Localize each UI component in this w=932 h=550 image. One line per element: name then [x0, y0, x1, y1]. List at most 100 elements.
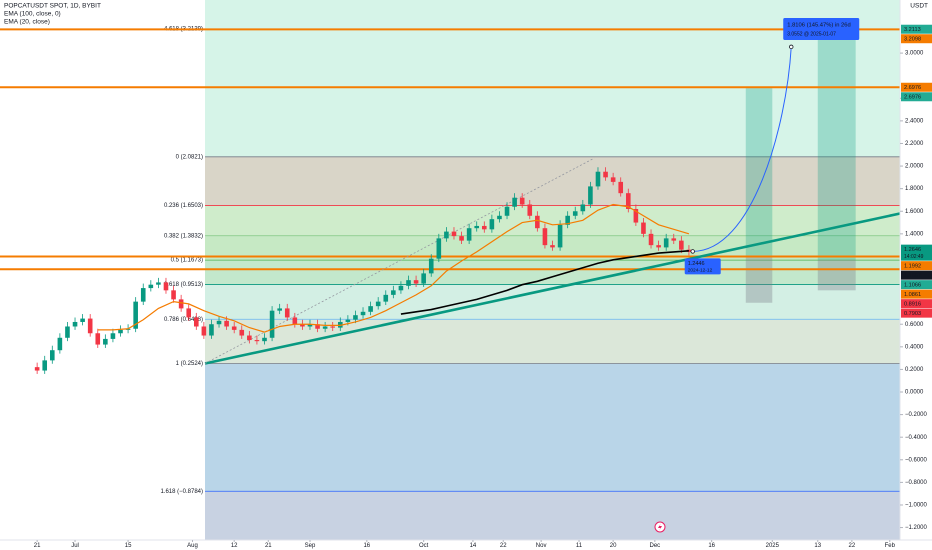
candle-body: [625, 193, 631, 209]
candle-body: [406, 280, 411, 286]
fib-label: 0.618 (0.9513): [164, 282, 203, 288]
candle-body: [519, 197, 525, 205]
candle-body: [284, 308, 290, 318]
candle-body: [383, 294, 389, 302]
candle-body: [345, 319, 351, 322]
candle-body: [300, 324, 305, 327]
candle-body: [489, 219, 495, 230]
legend-entry: EMA (20, close): [4, 19, 50, 26]
candle-body: [633, 208, 639, 223]
x-tick-label: 15: [125, 543, 132, 549]
candle-body: [535, 215, 540, 229]
candle-body: [588, 186, 593, 205]
candle-body: [360, 311, 366, 316]
y-tick-label: 2.4000: [905, 118, 924, 124]
candle-body: [140, 288, 146, 302]
fib-label: 1.618 (−0.8784): [160, 489, 203, 495]
candle-body: [201, 326, 207, 336]
chart-title: POPCATUSDT SPOT, 1D, BYBIT: [4, 3, 101, 10]
x-tick-label: 16: [708, 543, 715, 549]
candle-body: [595, 171, 601, 187]
y-tick-label: 1.4000: [905, 231, 924, 237]
event-icon[interactable]: [654, 521, 666, 533]
fib-label: 0 (2.0821): [176, 154, 203, 160]
y-tick-label: 2.0000: [905, 164, 924, 170]
candle-body: [542, 228, 548, 246]
candle-body: [557, 224, 563, 248]
candle-body: [444, 231, 449, 239]
candle-body: [398, 285, 404, 291]
x-tick-label: Aug: [187, 543, 198, 549]
candle-body: [178, 299, 184, 309]
candle-body: [656, 245, 661, 248]
candle-body: [353, 315, 358, 320]
candle-body: [247, 335, 252, 341]
candle-body: [474, 225, 480, 229]
x-tick-label: 21: [34, 543, 41, 549]
y-tick-label: −0.8000: [905, 480, 928, 486]
event-bolt[interactable]: [658, 523, 662, 531]
y-tick-label: −1.0000: [905, 503, 928, 509]
x-tick-label: Jul: [71, 543, 79, 549]
x-tick-label: 2025: [766, 543, 780, 549]
price-tag: [901, 270, 932, 280]
x-tick-label: 20: [610, 543, 617, 549]
candle-body: [239, 329, 245, 336]
price-tag-label: 2.6976: [904, 85, 921, 91]
candle-body: [209, 324, 214, 336]
y-tick-label: −1.2000: [905, 525, 928, 531]
price-tag-label: 3.2113: [904, 27, 921, 33]
x-tick-label: 11: [576, 543, 583, 549]
candle-body: [671, 238, 677, 241]
candle-body: [87, 318, 93, 334]
x-tick-label: Dec: [649, 543, 660, 549]
fib-label: 0.5 (1.1673): [171, 258, 203, 264]
candle-body: [224, 320, 229, 327]
fib-zone: [205, 491, 901, 540]
candle-body: [292, 317, 298, 325]
legend-entry: EMA (100, close, 0): [4, 11, 61, 18]
candle-body: [512, 197, 517, 207]
candle-body: [148, 284, 154, 289]
candle-body: [451, 231, 457, 237]
y-tick-label: 2.2000: [905, 141, 924, 147]
candle-body: [269, 310, 275, 338]
candle-body: [413, 280, 419, 284]
fib-label: 0.236 (1.6503): [164, 203, 203, 209]
fib-label: 0.786 (0.6438): [164, 317, 203, 323]
price-tag: [901, 82, 932, 92]
price-tag-label: 2.6976: [904, 94, 921, 100]
candle-body: [603, 171, 608, 178]
candle-body: [504, 206, 510, 216]
price-tag: [901, 308, 932, 318]
candle-body: [421, 273, 426, 284]
x-tick-label: 12: [231, 543, 238, 549]
fib-zone: [205, 363, 901, 492]
y-tick-label: 3.0000: [905, 51, 924, 57]
candle-body: [580, 204, 586, 212]
candle-body: [459, 236, 464, 241]
candle-body: [428, 258, 434, 274]
candle-body: [186, 308, 192, 318]
x-tick-label: 13: [814, 543, 821, 549]
price-tag: [901, 261, 932, 271]
candle-body: [57, 337, 63, 351]
price-tag: [901, 289, 932, 299]
candle-body: [322, 326, 328, 329]
candle-body: [262, 337, 267, 342]
candle-body: [307, 324, 313, 327]
candle-body: [572, 211, 578, 216]
candle-body: [663, 238, 669, 248]
candle-body: [497, 215, 502, 220]
y-tick-label: 1.6000: [905, 209, 924, 215]
candle-body: [550, 245, 555, 248]
x-tick-label: 22: [500, 543, 507, 549]
candle-body: [277, 308, 282, 311]
x-tick-label: Oct: [419, 543, 429, 549]
price-tag: [901, 34, 932, 44]
candle-body: [80, 318, 85, 322]
candle-body: [163, 282, 169, 291]
candle-body: [34, 367, 40, 371]
projection-end: 3.0552 @ 2025-01-07: [787, 31, 836, 37]
candle-body: [679, 240, 684, 250]
